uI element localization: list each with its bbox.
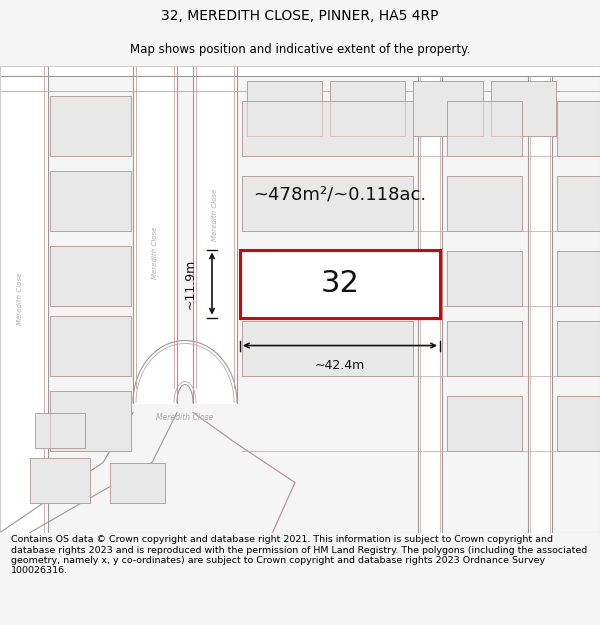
Bar [330, 81, 405, 136]
Bar [447, 101, 522, 156]
Bar [50, 246, 131, 306]
Text: Meredith Close: Meredith Close [212, 189, 218, 241]
Bar [557, 251, 600, 306]
Bar [240, 249, 440, 318]
Bar [242, 321, 413, 376]
Bar [30, 458, 90, 503]
Bar [447, 101, 522, 156]
Bar [557, 396, 600, 451]
Bar [447, 396, 522, 451]
Bar [247, 81, 322, 136]
Text: 32, MEREDITH CLOSE, PINNER, HA5 4RP: 32, MEREDITH CLOSE, PINNER, HA5 4RP [161, 9, 439, 23]
Bar [242, 251, 413, 306]
Bar [557, 251, 600, 306]
Bar [557, 176, 600, 231]
Bar [35, 412, 85, 447]
Bar [557, 101, 600, 156]
Bar [557, 396, 600, 451]
Bar [242, 101, 413, 156]
Bar [557, 101, 600, 156]
Bar [247, 81, 322, 136]
Bar [447, 176, 522, 231]
Polygon shape [133, 341, 237, 402]
Text: Meredith Close: Meredith Close [17, 273, 23, 325]
Bar [242, 101, 413, 156]
Bar [35, 412, 85, 447]
Bar [447, 321, 522, 376]
Bar [447, 251, 522, 306]
Bar [447, 321, 522, 376]
Bar [50, 171, 131, 231]
Bar [50, 96, 131, 156]
Bar [242, 321, 413, 376]
Text: ~42.4m: ~42.4m [315, 359, 365, 372]
Bar [242, 251, 413, 306]
Bar [50, 316, 131, 376]
Bar [110, 462, 165, 503]
Bar [50, 391, 131, 451]
Bar [50, 246, 131, 306]
Text: ~11.9m: ~11.9m [184, 259, 197, 309]
Bar [110, 462, 165, 503]
Bar [242, 176, 413, 231]
Text: Meredith Close: Meredith Close [152, 226, 158, 279]
Bar [50, 391, 131, 451]
Text: ~478m²/~0.118ac.: ~478m²/~0.118ac. [253, 186, 427, 204]
Bar [413, 81, 483, 136]
Bar [330, 81, 405, 136]
Bar [447, 176, 522, 231]
Bar [447, 251, 522, 306]
Bar [557, 321, 600, 376]
Bar [50, 171, 131, 231]
Text: Map shows position and indicative extent of the property.: Map shows position and indicative extent… [130, 42, 470, 56]
Text: Contains OS data © Crown copyright and database right 2021. This information is : Contains OS data © Crown copyright and d… [11, 535, 587, 576]
Bar [557, 321, 600, 376]
Bar [491, 81, 556, 136]
Text: Meredith Close: Meredith Close [157, 413, 214, 422]
Text: 32: 32 [320, 269, 359, 298]
Bar [242, 176, 413, 231]
Bar [447, 396, 522, 451]
Bar [50, 316, 131, 376]
Bar [491, 81, 556, 136]
Bar [30, 458, 90, 503]
Bar [50, 96, 131, 156]
Bar [557, 176, 600, 231]
Bar [413, 81, 483, 136]
